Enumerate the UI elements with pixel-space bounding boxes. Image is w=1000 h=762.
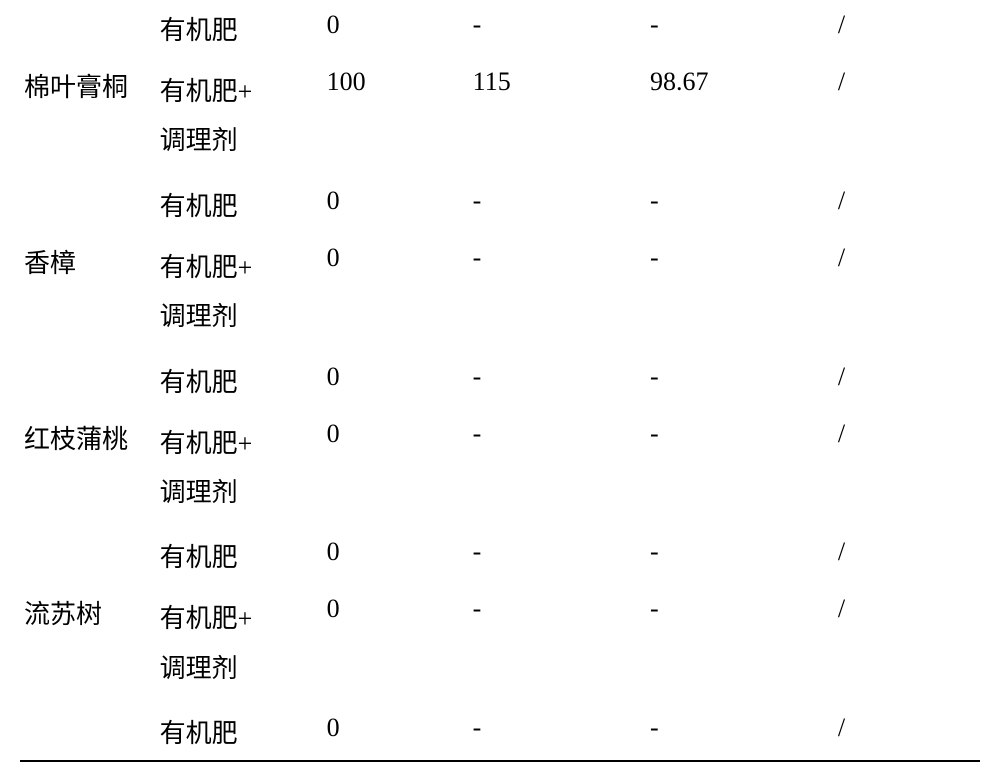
table-row: 香樟 有机肥+ 调理剂 0 - - /	[20, 233, 980, 352]
cell-val1: 0	[323, 233, 469, 352]
treatment-line1: 有机肥+	[160, 604, 253, 633]
cell-val2: -	[469, 527, 646, 584]
table-row: 有机肥 0 - - /	[20, 703, 980, 761]
table-row: 流苏树 有机肥+ 调理剂 0 - - /	[20, 584, 980, 703]
cell-species: 流苏树	[20, 584, 156, 703]
cell-val1: 0	[323, 703, 469, 761]
cell-val3: -	[646, 176, 834, 233]
cell-val4: /	[834, 527, 980, 584]
treatment-line2: 调理剂	[160, 654, 238, 683]
table-row: 红枝蒲桃 有机肥+ 调理剂 0 - - /	[20, 409, 980, 528]
cell-val2: -	[469, 352, 646, 409]
cell-val3: -	[646, 0, 834, 57]
cell-species	[20, 352, 156, 409]
cell-val2: -	[469, 703, 646, 761]
cell-species	[20, 0, 156, 57]
cell-treatment: 有机肥+ 调理剂	[156, 409, 323, 528]
cell-treatment: 有机肥	[156, 527, 323, 584]
cell-val1: 0	[323, 176, 469, 233]
cell-val1: 100	[323, 57, 469, 176]
cell-val3: -	[646, 409, 834, 528]
cell-val4: /	[834, 703, 980, 761]
table-row: 有机肥 0 - - /	[20, 352, 980, 409]
treatment-line1: 有机肥+	[160, 253, 253, 282]
cell-val4: /	[834, 57, 980, 176]
cell-val3: -	[646, 527, 834, 584]
cell-val4: /	[834, 409, 980, 528]
cell-val3: -	[646, 703, 834, 761]
treatment-line1: 有机肥+	[160, 429, 253, 458]
cell-treatment: 有机肥	[156, 0, 323, 57]
cell-val2: -	[469, 0, 646, 57]
table-row: 有机肥 0 - - /	[20, 0, 980, 57]
cell-val2: -	[469, 233, 646, 352]
cell-val4: /	[834, 352, 980, 409]
cell-val1: 0	[323, 527, 469, 584]
cell-val4: /	[834, 0, 980, 57]
table-row: 有机肥 0 - - /	[20, 527, 980, 584]
cell-val3: -	[646, 233, 834, 352]
cell-species	[20, 527, 156, 584]
cell-val3: -	[646, 352, 834, 409]
table-row: 有机肥 0 - - /	[20, 176, 980, 233]
cell-treatment: 有机肥	[156, 703, 323, 761]
treatment-line1: 有机肥+	[160, 77, 253, 106]
data-table-container: 有机肥 0 - - / 棉叶膏桐 有机肥+ 调理剂 100 115 98.67 …	[0, 0, 1000, 762]
cell-treatment: 有机肥	[156, 176, 323, 233]
cell-val3: -	[646, 584, 834, 703]
cell-treatment: 有机肥	[156, 352, 323, 409]
cell-val2: 115	[469, 57, 646, 176]
cell-treatment: 有机肥+ 调理剂	[156, 233, 323, 352]
table-row: 棉叶膏桐 有机肥+ 调理剂 100 115 98.67 /	[20, 57, 980, 176]
cell-val4: /	[834, 584, 980, 703]
treatment-line2: 调理剂	[160, 126, 238, 155]
cell-species: 棉叶膏桐	[20, 57, 156, 176]
treatment-line2: 调理剂	[160, 478, 238, 507]
cell-treatment: 有机肥+ 调理剂	[156, 57, 323, 176]
cell-val4: /	[834, 233, 980, 352]
cell-val2: -	[469, 584, 646, 703]
cell-val4: /	[834, 176, 980, 233]
cell-val2: -	[469, 409, 646, 528]
cell-val1: 0	[323, 409, 469, 528]
cell-val1: 0	[323, 0, 469, 57]
cell-val2: -	[469, 176, 646, 233]
data-table: 有机肥 0 - - / 棉叶膏桐 有机肥+ 调理剂 100 115 98.67 …	[20, 0, 980, 762]
cell-species	[20, 176, 156, 233]
cell-species	[20, 703, 156, 761]
cell-treatment: 有机肥+ 调理剂	[156, 584, 323, 703]
cell-species: 香樟	[20, 233, 156, 352]
cell-species: 红枝蒲桃	[20, 409, 156, 528]
treatment-line2: 调理剂	[160, 302, 238, 331]
cell-val1: 0	[323, 352, 469, 409]
cell-val3: 98.67	[646, 57, 834, 176]
cell-val1: 0	[323, 584, 469, 703]
